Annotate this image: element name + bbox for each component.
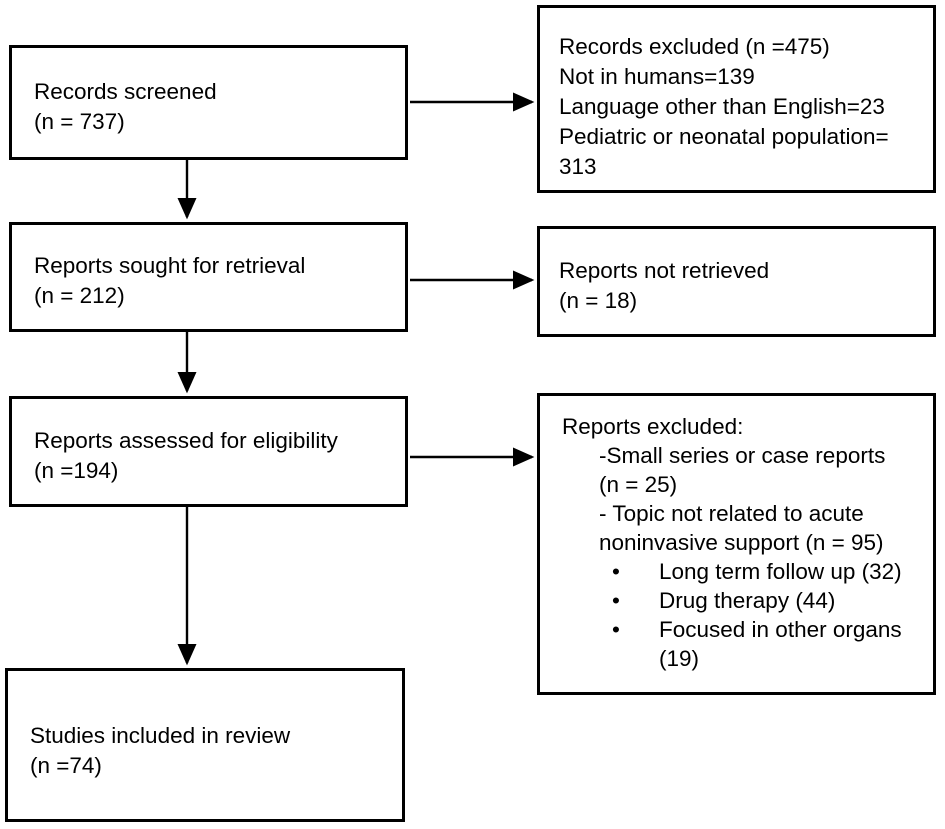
reports-excluded-reason-small-series: -Small series or case reports [599,443,886,468]
box-reports-not-retrieved-label: Reports not retrieved [559,257,770,283]
box-records-screened: Records screened (n = 737) [9,45,408,160]
box-reports-sought-count: (n = 212) [34,283,125,308]
box-records-excluded: Records excluded (n =475) Not in humans=… [537,5,936,193]
reports-excluded-reason-small-series-count: (n = 25) [599,472,678,497]
bullet-item-other-organs-label: Focused in other organs [659,617,902,642]
bullet-item-other-organs: • Focused in other organs [562,615,925,644]
reports-excluded-reason-topic-count: noninvasive support (n = 95) [599,530,884,555]
box-reports-sought: Reports sought for retrieval (n = 212) [9,222,408,332]
box-reports-sought-label: Reports sought for retrieval [34,253,306,278]
records-excluded-reason-pediatric: Pediatric or neonatal population= [559,124,889,149]
records-excluded-title: Records excluded (n =475) [559,34,830,59]
records-excluded-reason-pediatric-count: 313 [559,154,597,179]
box-reports-assessed-count: (n =194) [34,457,119,483]
reports-excluded-reason-topic: - Topic not related to acute [599,501,864,526]
box-studies-included-count: (n =74) [30,753,102,778]
box-studies-included-label: Studies included in review [30,723,291,748]
bullet-item-other-organs-count: (19) [659,646,700,671]
reports-excluded-footnote-dot: . [599,675,606,700]
bullet-icon: • [612,617,620,642]
bullet-item-long-term-label: Long term follow up (32) [659,559,902,584]
box-reports-assessed: Reports assessed for eligibility (n =194… [9,396,408,507]
box-reports-not-retrieved-count: (n = 18) [559,287,638,313]
bullet-item-long-term: • Long term follow up (32) [562,557,925,586]
box-reports-excluded: Reports excluded: -Small series or case … [537,393,936,700]
reports-excluded-title: Reports excluded: [562,414,744,439]
records-excluded-reason-humans: Not in humans=139 [559,64,755,89]
box-studies-included: Studies included in review (n =74) [5,668,405,822]
bullet-item-drug-therapy: • Drug therapy (44) [562,586,925,615]
box-records-screened-label: Records screened [34,78,217,104]
box-reports-not-retrieved: Reports not retrieved (n = 18) [537,226,936,337]
bullet-icon: • [612,559,620,584]
bullet-icon: • [612,588,620,613]
box-reports-assessed-label: Reports assessed for eligibility [34,427,338,453]
bullet-item-drug-therapy-label: Drug therapy (44) [659,588,836,613]
box-records-screened-count: (n = 737) [34,108,125,134]
records-excluded-reason-language: Language other than English=23 [559,94,885,119]
